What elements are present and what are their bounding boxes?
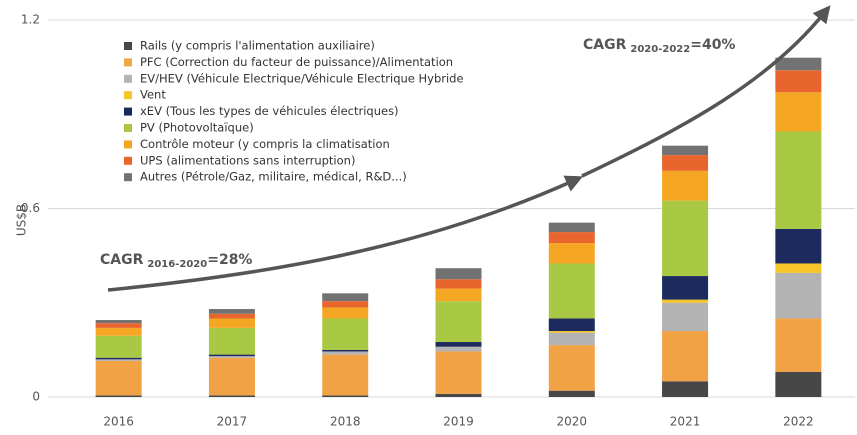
- bar-segment: [435, 393, 482, 397]
- bar-segment: [548, 232, 595, 244]
- bar-segment: [208, 313, 255, 319]
- bar-segment: [322, 307, 369, 319]
- bar-segment: [95, 360, 142, 396]
- legend-label: EV/HEV (Véhicule Electrique/Véhicule Ele…: [140, 71, 464, 85]
- legend-swatch: [124, 173, 132, 182]
- annotation: CAGR 2016-2020=28%: [100, 252, 252, 270]
- legend-swatch: [124, 74, 132, 83]
- x-tick-label: 2021: [670, 415, 701, 429]
- annotation-rest: =40%: [690, 37, 735, 53]
- y-tick-label: 0: [32, 390, 40, 404]
- bar-segment: [435, 279, 482, 289]
- bar-segment: [662, 200, 709, 277]
- bar-segment: [95, 359, 142, 361]
- bar-segment: [95, 320, 142, 324]
- bar-segment: [548, 332, 595, 346]
- bar-segment: [662, 145, 709, 156]
- bar-segment: [662, 381, 709, 397]
- bar-segment: [208, 395, 255, 397]
- bar-segment: [208, 357, 255, 396]
- bar-segment: [435, 301, 482, 343]
- legend-label: Rails (y compris l'alimentation auxiliai…: [140, 39, 375, 53]
- bar-segment: [775, 70, 822, 93]
- legend-label: Autres (Pétrole/Gaz, militaire, médical,…: [140, 170, 407, 184]
- bar-segment: [322, 349, 369, 352]
- bar-segment: [548, 243, 595, 264]
- legend-label: UPS (alimentations sans interruption): [140, 153, 355, 167]
- trend-arrow: [107, 175, 583, 292]
- annotation-sub: 2020-2022: [630, 44, 690, 55]
- bar-segment: [95, 327, 142, 336]
- bar-segment: [775, 228, 822, 264]
- y-tick-label: 1.2: [21, 13, 40, 27]
- x-tick-label: 2017: [217, 415, 248, 429]
- bar-segment: [322, 395, 369, 397]
- bar-segment: [775, 92, 822, 132]
- annotation-rest: =28%: [207, 252, 252, 268]
- bar-segment: [662, 299, 709, 303]
- x-tick-label: 2020: [557, 415, 588, 429]
- bar-segment: [95, 357, 142, 360]
- trend-arrow: [581, 5, 831, 178]
- bar-segment: [322, 318, 369, 350]
- x-tick-label: 2022: [783, 415, 814, 429]
- bar-segment: [662, 276, 709, 300]
- bar-segment: [208, 309, 255, 314]
- annotation-text: CAGR: [100, 252, 144, 268]
- legend-swatch: [124, 140, 132, 149]
- bar-segment: [208, 356, 255, 358]
- bar-segment: [775, 272, 822, 319]
- legend-swatch: [124, 107, 132, 116]
- y-tick-label: 0.6: [21, 201, 40, 215]
- bar-segment: [548, 263, 595, 319]
- bar-segment: [208, 354, 255, 357]
- annotation-text: CAGR: [583, 37, 627, 53]
- bar-segment: [435, 346, 482, 352]
- bar-segment: [435, 342, 482, 347]
- x-tick-label: 2018: [330, 415, 361, 429]
- bar-segment: [208, 327, 255, 355]
- bar-segment: [322, 351, 369, 355]
- y-axis-label: US$B: [15, 204, 29, 236]
- bar-segment: [95, 395, 142, 397]
- bar-segment: [662, 155, 709, 171]
- bar-segment: [662, 331, 709, 382]
- annotation: CAGR 2020-2022=40%: [583, 37, 735, 55]
- annotation-sub: 2016-2020: [147, 259, 207, 270]
- bar-segment: [435, 268, 482, 280]
- bar-segment: [548, 222, 595, 233]
- legend-swatch: [124, 58, 132, 67]
- bar-segment: [95, 335, 142, 358]
- x-tick-label: 2016: [103, 415, 134, 429]
- bar-segment: [662, 302, 709, 332]
- bar-segment: [548, 318, 595, 332]
- legend-label: Vent: [140, 88, 166, 102]
- bar-segment: [662, 170, 709, 201]
- bar-segment: [322, 293, 369, 302]
- bar-segment: [775, 131, 822, 229]
- bar-segment: [548, 331, 595, 333]
- legend-label: PV (Photovoltaïque): [140, 121, 254, 135]
- bar-segment: [775, 318, 822, 372]
- legend-swatch: [124, 156, 132, 165]
- bar-segment: [548, 345, 595, 391]
- bar-segment: [435, 288, 482, 302]
- bar-segment: [775, 263, 822, 273]
- legend-swatch: [124, 124, 132, 132]
- bar-segment: [435, 351, 482, 394]
- x-tick-label: 2019: [443, 415, 474, 429]
- legend-label: xEV (Tous les types de véhicules électri…: [140, 104, 399, 118]
- legend-swatch: [124, 42, 132, 50]
- bar-segment: [322, 301, 369, 308]
- bar-segment: [95, 323, 142, 328]
- bar-segment: [208, 318, 255, 328]
- legend-label: Contrôle moteur (y compris la climatisat…: [140, 137, 390, 151]
- bar-segment: [775, 371, 822, 397]
- bar-segment: [775, 57, 822, 71]
- legend-label: PFC (Correction du facteur de puissance)…: [140, 55, 453, 69]
- legend-swatch: [124, 91, 132, 100]
- bar-segment: [548, 390, 595, 397]
- bar-segment: [322, 354, 369, 396]
